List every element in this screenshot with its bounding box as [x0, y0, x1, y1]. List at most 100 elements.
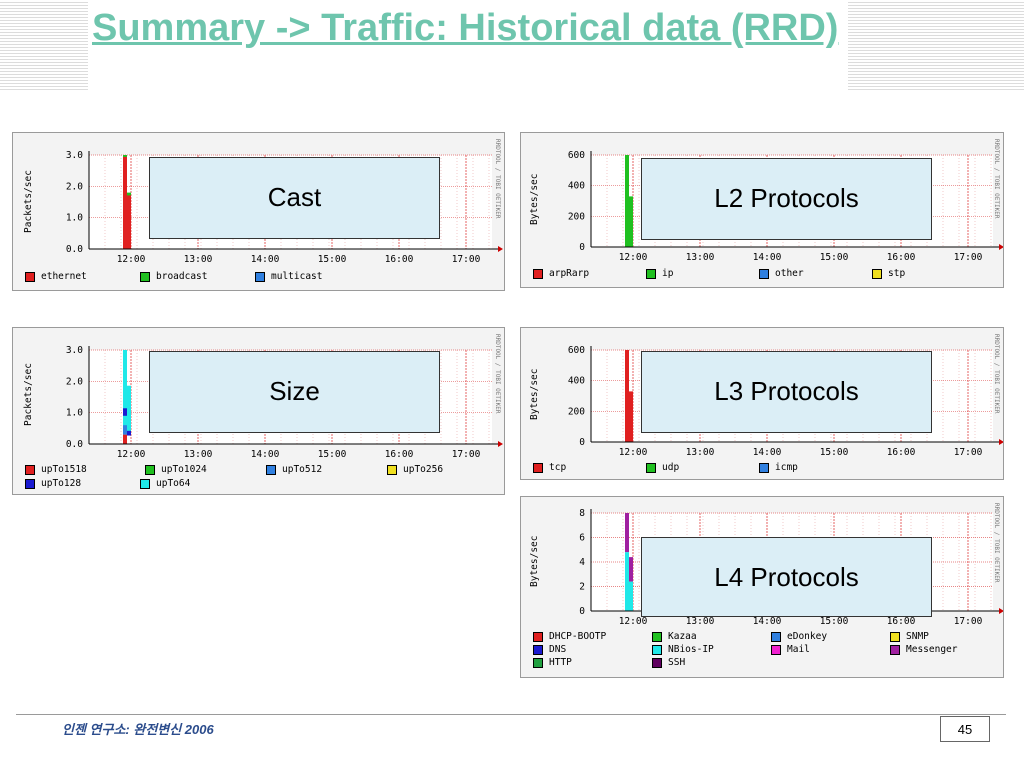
graph-l3-rrdtool: RRDTOOL / TOBI OETIKER	[993, 334, 1000, 414]
legend-swatch	[890, 644, 900, 655]
y-tick-label: 3.0	[66, 345, 83, 356]
legend-swatch	[759, 268, 769, 279]
graph-l2-overlay: L2 Protocols	[641, 158, 932, 240]
legend-label: upTo256	[403, 464, 444, 475]
traffic-bar	[123, 434, 127, 444]
legend-ethernet: ethernet	[25, 271, 87, 282]
y-tick-label: 6	[579, 533, 585, 544]
legend-swatch	[771, 631, 781, 642]
y-tick-label: 400	[568, 376, 585, 387]
x-tick-label: 15:00	[820, 447, 849, 458]
legend-swatch	[646, 462, 656, 473]
y-tick-label: 200	[568, 406, 585, 417]
legend-swatch	[533, 462, 543, 473]
legend-label: Mail	[787, 644, 810, 655]
traffic-bar	[629, 391, 633, 442]
traffic-bar	[123, 350, 127, 435]
legend-upto512: upTo512	[266, 464, 322, 475]
graph-l2-rrdtool: RRDTOOL / TOBI OETIKER	[993, 139, 1000, 219]
graph-cast-ylabel: Packets/sec	[23, 170, 34, 233]
legend-swatch	[533, 268, 543, 279]
legend-ip: ip	[646, 268, 673, 279]
legend-label: SNMP	[906, 631, 929, 642]
x-tick-label: 14:00	[753, 447, 782, 458]
x-tick-label: 17:00	[954, 616, 983, 627]
axis-arrow	[498, 246, 503, 252]
y-tick-label: 1.0	[66, 408, 83, 419]
y-tick-label: 600	[568, 150, 585, 161]
legend-upto1518: upTo1518	[25, 464, 87, 475]
graph-l2-label: L2 Protocols	[714, 183, 859, 213]
legend-swatch	[266, 464, 276, 475]
graph-l4-rrdtool: RRDTOOL / TOBI OETIKER	[993, 503, 1000, 583]
graph-cast-label: Cast	[267, 182, 322, 212]
legend-label: other	[775, 268, 804, 279]
graph-size-label: Size	[269, 376, 320, 406]
x-tick-label: 13:00	[184, 254, 213, 265]
traffic-bar	[127, 430, 131, 436]
x-tick-label: 12:00	[117, 449, 146, 460]
legend-messenger: Messenger	[890, 644, 957, 655]
traffic-bar	[625, 350, 629, 442]
legend-mail: Mail	[771, 644, 810, 655]
legend-swatch	[533, 644, 543, 655]
legend-label: DNS	[549, 644, 567, 655]
legend-tcp: tcp	[533, 462, 566, 473]
title-background	[88, 0, 848, 100]
legend-swatch	[652, 657, 662, 668]
legend-swatch	[533, 657, 543, 668]
graph-l4: 8 6 4 2 0 12:00 13:00 14:00 15:00 16:00 17:00 Byte…	[520, 496, 1004, 678]
legend-dns: DNS	[533, 644, 566, 655]
footer-divider	[16, 714, 1006, 715]
x-tick-label: 15:00	[820, 616, 849, 627]
legend-swatch	[652, 644, 662, 655]
x-tick-label: 17:00	[954, 447, 983, 458]
x-tick-label: 14:00	[251, 254, 280, 265]
x-tick-label: 17:00	[452, 449, 481, 460]
graph-l3-overlay: L3 Protocols	[641, 351, 932, 433]
x-tick-label: 16:00	[385, 449, 414, 460]
legend-swatch	[140, 271, 150, 282]
y-tick-label: 0	[579, 606, 585, 617]
y-tick-label: 2	[579, 582, 585, 593]
x-tick-label: 17:00	[954, 252, 983, 263]
legend-http: HTTP	[533, 657, 572, 668]
legend-arprarp: arpRarp	[533, 268, 589, 279]
x-tick-label: 13:00	[686, 252, 715, 263]
legend-udp: udp	[646, 462, 679, 473]
legend-label: stp	[888, 268, 906, 279]
legend-swatch	[145, 464, 155, 475]
x-tick-label: 15:00	[318, 449, 347, 460]
axis-arrow	[999, 244, 1003, 250]
x-tick-label: 12:00	[619, 616, 648, 627]
axis-arrow	[999, 608, 1003, 614]
y-tick-label: 2.0	[66, 376, 83, 387]
legend-label: upTo64	[156, 478, 191, 489]
y-tick-label: 600	[568, 345, 585, 356]
graph-l3: 600 400 200 0 12:00 13:00 14:00 15:00 16:00 17:00…	[520, 327, 1004, 480]
graph-cast: 3.0 2.0 1.0 0.0 12:00 13:00 14:00 15:00 16:00 17:…	[12, 132, 505, 291]
x-tick-label: 14:00	[753, 616, 782, 627]
x-tick-label: 15:00	[820, 252, 849, 263]
legend-label: tcp	[549, 462, 567, 473]
traffic-bar	[629, 196, 633, 247]
footer-text: 인젠 연구소: 완전변신 2006	[62, 722, 214, 737]
legend-label: DHCP-BOOTP	[549, 631, 607, 642]
legend-label: SSH	[668, 657, 686, 668]
legend-upto64: upTo64	[140, 478, 190, 489]
y-tick-label: 8	[579, 508, 585, 519]
traffic-bar	[127, 194, 131, 249]
legend-label: upTo512	[282, 464, 323, 475]
graph-l4-label: L4 Protocols	[714, 562, 859, 592]
x-tick-label: 16:00	[887, 616, 916, 627]
legend-swatch	[255, 271, 265, 282]
graph-l3-label: L3 Protocols	[714, 376, 859, 406]
graph-cast-overlay: Cast	[149, 157, 440, 239]
legend-swatch	[890, 631, 900, 642]
traffic-bar	[625, 155, 629, 247]
x-tick-label: 15:00	[318, 254, 347, 265]
legend-label: NBios-IP	[668, 644, 714, 655]
x-tick-label: 16:00	[887, 252, 916, 263]
legend-swatch	[140, 478, 150, 489]
legend-icmp: icmp	[759, 462, 798, 473]
